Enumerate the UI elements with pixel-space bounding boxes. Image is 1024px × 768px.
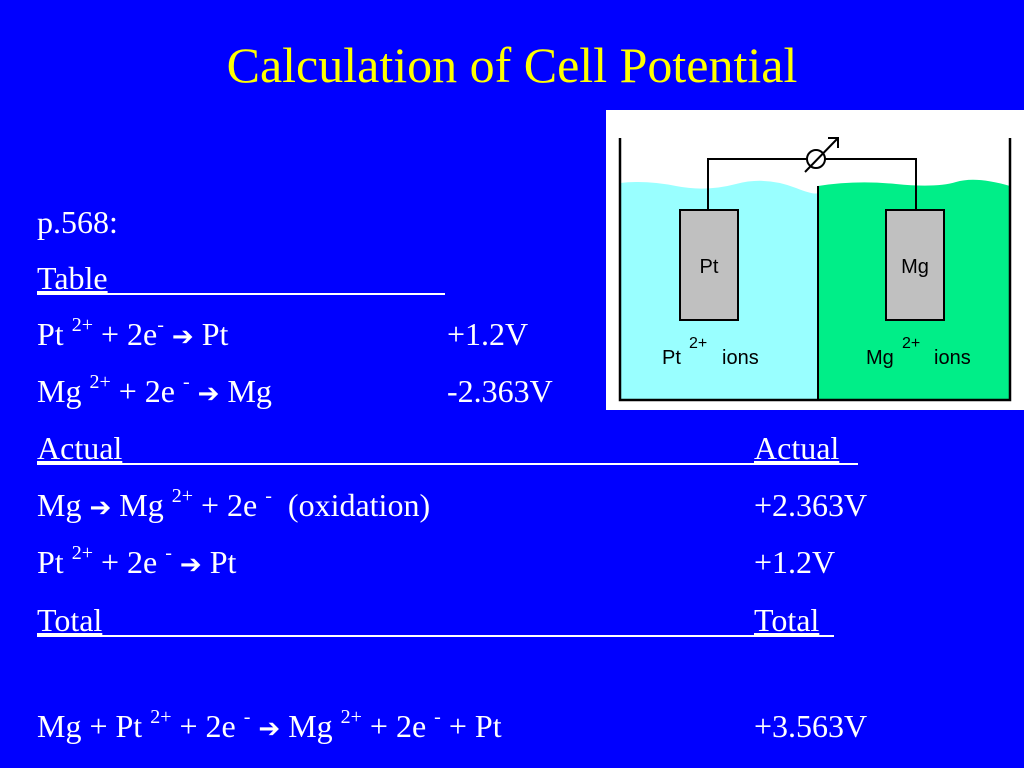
- pt-electrode-label: Pt: [700, 256, 719, 278]
- table-row-pt: Pt 2+ + 2e- ➔ Pt +1.2V: [37, 314, 529, 352]
- pt-electrode: [679, 209, 739, 321]
- actual-row-reduction-value: +1.2V: [754, 544, 836, 580]
- arrow-icon: ➔: [197, 379, 220, 409]
- mg-ion-suffix: ions: [934, 347, 971, 369]
- actual-heading: Actual: [37, 430, 123, 466]
- arrow-icon: ➔: [258, 714, 281, 744]
- table-row-mg: Mg 2+ + 2e - ➔ Mg -2.363V: [37, 371, 553, 409]
- slide-title: Calculation of Cell Potential: [226, 37, 798, 93]
- cell-diagram-svg: Pt Mg Pt 2+ ions Mg 2+ ions: [618, 137, 1012, 402]
- actual-row-oxidation-value: +2.363V: [754, 487, 868, 523]
- table-row-mg-value: -2.363V: [447, 373, 553, 409]
- total-equation: Mg + Pt 2+ + 2e - ➔ Mg 2+ + 2e - + Pt +3…: [37, 706, 868, 744]
- total-equation-value: +3.563V: [754, 708, 868, 744]
- voltmeter-arrowhead: [828, 137, 839, 148]
- table-heading: Table: [37, 260, 108, 296]
- table-row-pt-value: +1.2V: [447, 316, 529, 352]
- mg-ion-label: Mg: [866, 347, 894, 369]
- total-value-heading: Total: [754, 602, 820, 638]
- table-heading-underline: [37, 293, 445, 295]
- total-heading-underline: [37, 635, 834, 637]
- actual-value-heading: Actual: [754, 430, 840, 466]
- beaker-outline: [618, 138, 1012, 402]
- mg-ion-charge: 2+: [902, 335, 920, 352]
- page-reference: p.568:: [37, 204, 118, 240]
- total-heading: Total: [37, 602, 103, 638]
- actual-row-oxidation: Mg ➔ Mg 2+ + 2e - (oxidation) +2.363V: [37, 485, 868, 523]
- mg-electrode-label: Mg: [901, 256, 929, 278]
- pt-ion-label: Pt: [662, 347, 681, 369]
- electrochemical-cell-diagram: Pt Mg Pt 2+ ions Mg 2+ ions: [606, 110, 1024, 410]
- voltmeter-icon: [806, 149, 826, 169]
- pt-ion-suffix: ions: [722, 347, 759, 369]
- arrow-icon: ➔: [171, 322, 194, 352]
- arrow-icon: ➔: [179, 550, 202, 580]
- arrow-icon: ➔: [89, 493, 112, 523]
- voltmeter-needle: [804, 137, 839, 173]
- mg-electrode: [885, 209, 945, 321]
- pt-ion-charge: 2+: [689, 335, 707, 352]
- actual-heading-underline: [37, 463, 858, 465]
- actual-row-reduction: Pt 2+ + 2e - ➔ Pt +1.2V: [37, 542, 836, 580]
